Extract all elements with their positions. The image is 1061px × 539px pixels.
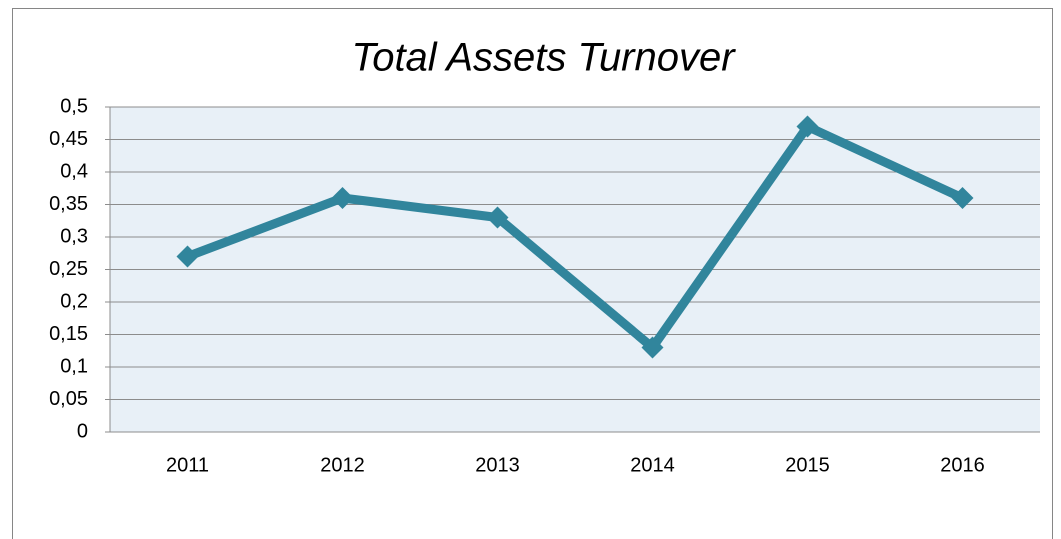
x-tick-label: 2014: [630, 454, 675, 476]
y-tick-label: 0,3: [60, 225, 88, 247]
marker: [331, 187, 354, 209]
marker: [486, 206, 509, 229]
chart-title: Total Assets Turnover: [351, 36, 736, 80]
x-tick-label: 2013: [475, 454, 520, 476]
y-tick-label: 0,4: [60, 160, 88, 182]
y-tick-label: 0,15: [49, 323, 88, 345]
x-tick-label: 2012: [320, 454, 365, 476]
y-tick-label: 0,2: [60, 290, 88, 312]
y-tick-label: 0,5: [60, 95, 88, 117]
y-tick-label: 0,35: [49, 193, 88, 215]
y-tick-label: 0,45: [49, 128, 88, 150]
marker: [641, 336, 664, 359]
line: [185, 122, 965, 352]
marker: [176, 245, 199, 268]
marker: [796, 115, 819, 138]
x-tick-label: 2011: [166, 454, 209, 476]
y-tick-label: 0,05: [49, 388, 88, 410]
y-tick-label: 0,25: [49, 258, 88, 280]
y-tick-label: 0,1: [60, 355, 88, 377]
y-tick-label: 0: [77, 420, 88, 442]
x-tick-label: 2016: [940, 454, 985, 476]
marker: [951, 187, 974, 209]
x-tick-label: 2015: [785, 454, 830, 476]
